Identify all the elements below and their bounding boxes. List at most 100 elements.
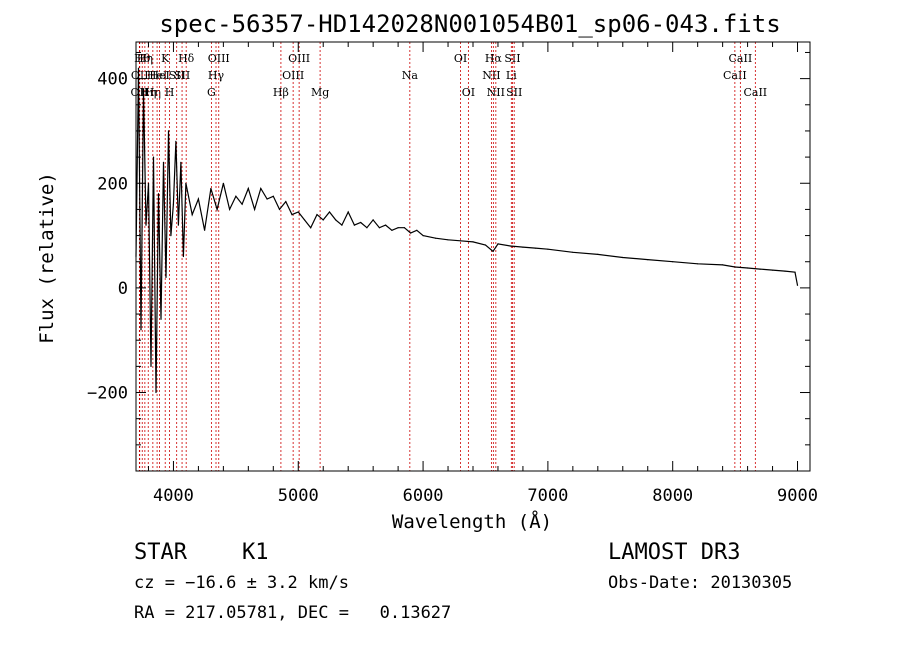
spectrum-point bbox=[177, 224, 179, 226]
x-tick-label: 9000 bbox=[777, 486, 818, 506]
chart-title: spec-56357-HD142028N001054B01_sp06-043.f… bbox=[159, 10, 780, 38]
spectral-line-label: K bbox=[161, 52, 170, 65]
spectrum-point bbox=[378, 227, 380, 229]
spectral-line-label: Hβ bbox=[273, 86, 289, 99]
spectrum-point bbox=[180, 161, 182, 163]
spectrum-point bbox=[241, 203, 243, 205]
x-tick-label: 4000 bbox=[153, 486, 194, 506]
spectrum-point bbox=[734, 266, 736, 268]
spectrum-point bbox=[622, 256, 624, 259]
spectral-line-label: Hγ bbox=[208, 69, 225, 82]
spectrum-point bbox=[509, 245, 511, 247]
spectrum-point bbox=[147, 182, 150, 184]
spectral-line-label: SII bbox=[169, 69, 185, 82]
spectrum-point bbox=[216, 208, 218, 210]
spectrum-point bbox=[416, 229, 418, 231]
spectrum-point bbox=[492, 250, 494, 252]
y-tick-label: 0 bbox=[118, 279, 128, 299]
spectrum-point bbox=[784, 270, 786, 272]
redshift-cz: cz = −16.6 ± 3.2 km/s bbox=[134, 573, 349, 593]
spectrum-point bbox=[722, 264, 724, 266]
ra-dec: RA = 217.05781, DEC = 0.13627 bbox=[134, 603, 452, 623]
spectrum-point bbox=[140, 329, 142, 331]
spectrum-point bbox=[272, 195, 274, 197]
spectral-line-label: Hα bbox=[485, 52, 503, 65]
plot-frame bbox=[135, 41, 811, 472]
y-tick-label: 200 bbox=[97, 174, 128, 194]
spectrum-point bbox=[310, 227, 312, 229]
spectral-line-label: OI bbox=[462, 86, 475, 99]
spectrum-point bbox=[191, 214, 193, 216]
spectrum-point bbox=[316, 214, 318, 216]
spectrum-series-0 bbox=[135, 68, 799, 393]
spectrum-point bbox=[796, 284, 799, 286]
spectral-line-label: OI bbox=[454, 52, 467, 65]
spectrum-point bbox=[697, 263, 699, 265]
spectrum-point bbox=[360, 221, 362, 224]
spectral-line-label: OIII bbox=[282, 69, 304, 82]
spectral-line-label: G bbox=[207, 86, 216, 99]
spectrum-point bbox=[435, 237, 437, 239]
spectrum-point bbox=[328, 211, 331, 213]
spectrum-point bbox=[291, 214, 293, 216]
spectral-line-label: H bbox=[165, 86, 175, 99]
spectrum-point bbox=[534, 247, 537, 249]
object-subclass: K1 bbox=[242, 540, 269, 565]
spectrum-point bbox=[278, 208, 281, 210]
spectrum-point bbox=[222, 182, 224, 184]
spectrum-point bbox=[422, 235, 424, 237]
spectrum-point bbox=[150, 365, 152, 367]
spectrum-point bbox=[747, 267, 749, 269]
spectrum-point bbox=[372, 219, 374, 221]
spectrum-point bbox=[403, 227, 405, 229]
x-tick-label: 5000 bbox=[278, 486, 319, 506]
spectral-line-label: NII bbox=[487, 86, 505, 99]
spectrum-point bbox=[459, 240, 462, 242]
spectrum-point bbox=[285, 201, 287, 203]
spectrum-point bbox=[335, 219, 337, 221]
spectral-line-label: CaII bbox=[729, 52, 753, 65]
spectrum-point bbox=[175, 140, 177, 142]
x-tick-label: 8000 bbox=[652, 486, 693, 506]
spectral-line-label: Hη bbox=[137, 52, 153, 65]
spectrum-point bbox=[145, 224, 147, 226]
spectrum-point bbox=[385, 224, 387, 226]
spectral-line-label: SII bbox=[506, 86, 522, 99]
spectral-line-label: Hδ bbox=[178, 52, 195, 65]
spectrum-point bbox=[160, 318, 162, 320]
spectrum-point bbox=[266, 198, 268, 200]
spectrum-point bbox=[672, 261, 674, 263]
spectrum-point bbox=[297, 211, 299, 213]
spectrum-point bbox=[157, 193, 160, 195]
spectrum-point bbox=[204, 229, 206, 231]
spectrum-point bbox=[142, 88, 145, 90]
spectrum-point bbox=[391, 229, 393, 231]
spectrum-point bbox=[182, 255, 184, 258]
spectrum-point bbox=[167, 130, 170, 132]
spectrum-point bbox=[172, 203, 174, 205]
spectrum-point bbox=[197, 198, 199, 200]
spectrum-point bbox=[353, 224, 355, 226]
spectral-line-label: HeI bbox=[149, 69, 169, 82]
spectrum-point bbox=[772, 269, 774, 271]
spectrum-point bbox=[229, 208, 231, 210]
spectrum-point bbox=[152, 156, 155, 158]
spectrum-point bbox=[235, 195, 237, 197]
spectrum-point bbox=[759, 268, 761, 270]
spectrum-point bbox=[137, 67, 140, 69]
y-axis-label: Flux (relative) bbox=[36, 172, 58, 344]
spectrum-point bbox=[162, 161, 165, 163]
y-tick-label: −200 bbox=[87, 384, 128, 404]
spectrum-point bbox=[170, 235, 172, 237]
x-tick-label: 7000 bbox=[527, 486, 568, 506]
spectral-line-label: OIII bbox=[288, 52, 310, 65]
spectral-line-label: OIII bbox=[208, 52, 230, 65]
spectral-line-label: CaII bbox=[743, 86, 767, 99]
spectral-line-label: Mg bbox=[311, 86, 329, 99]
spectrum-point bbox=[522, 246, 524, 248]
spectrum-point bbox=[647, 259, 649, 261]
spectrum-point bbox=[397, 227, 399, 229]
spectrum-point bbox=[322, 219, 324, 221]
spectrum-point bbox=[210, 187, 212, 190]
